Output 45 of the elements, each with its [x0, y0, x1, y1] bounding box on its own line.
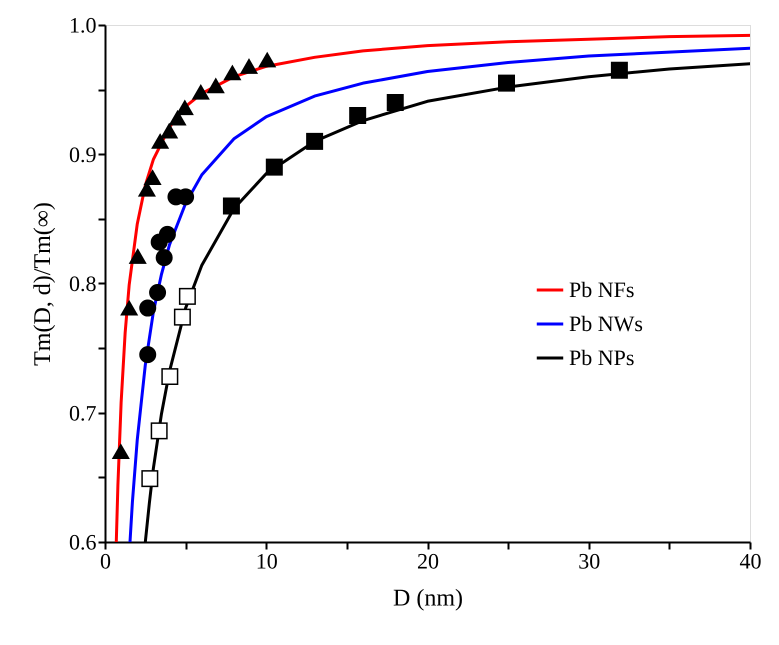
point	[152, 134, 169, 149]
y-tick-label: 0.6	[69, 530, 96, 554]
point	[174, 308, 191, 326]
y-axis-title: Tm(D, d)/Tm(∞)	[30, 202, 56, 366]
point	[178, 288, 196, 305]
point	[169, 110, 186, 126]
legend-label: Pb NFs	[569, 277, 634, 302]
point	[386, 94, 404, 112]
y-tick-label: 1.0	[69, 12, 96, 38]
point	[112, 444, 130, 459]
legend-label: Pb NPs	[569, 345, 634, 370]
point	[160, 124, 178, 138]
point	[207, 78, 224, 94]
point	[240, 58, 258, 74]
x-tick-label: 20	[417, 548, 439, 574]
x-tick-label: 10	[256, 548, 278, 574]
point	[139, 346, 156, 364]
point	[258, 52, 276, 68]
y-tick-label: 0.8	[69, 271, 96, 296]
y-tick-label: 0.9	[69, 142, 96, 167]
point	[141, 470, 158, 488]
point	[224, 65, 241, 80]
point	[266, 158, 283, 176]
x-tick-label: 0	[100, 548, 111, 574]
x-axis-title: D (nm)	[393, 586, 463, 612]
point	[144, 170, 162, 185]
point	[139, 300, 156, 317]
point	[498, 74, 516, 92]
point	[306, 132, 324, 150]
point	[222, 197, 240, 214]
point	[161, 368, 178, 386]
x-tick-label: 30	[578, 548, 600, 574]
y-tick-label: 0.7	[69, 400, 96, 426]
point	[129, 248, 146, 264]
x-tick-label: 40	[740, 548, 762, 574]
point	[120, 300, 138, 316]
point	[176, 100, 194, 116]
point	[610, 62, 628, 79]
point	[150, 422, 168, 440]
point	[156, 249, 173, 266]
point	[158, 226, 176, 243]
point	[149, 284, 166, 302]
legend-label: Pb NWs	[569, 311, 643, 336]
point	[349, 106, 366, 124]
point	[192, 84, 210, 100]
